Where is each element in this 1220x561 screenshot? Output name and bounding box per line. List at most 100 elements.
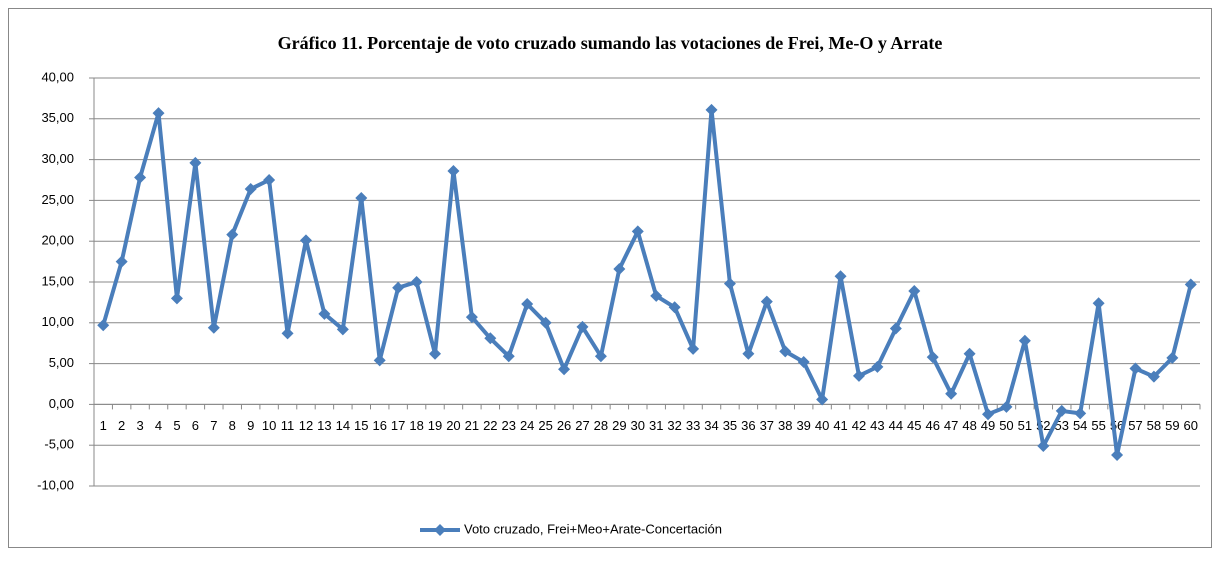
data-point [539,316,552,329]
x-tick-label: 14 [336,418,350,433]
data-point [97,319,110,332]
data-point [226,228,239,241]
data-point [189,156,202,169]
data-point [484,332,497,345]
x-tick-label: 29 [612,418,626,433]
data-point [613,262,626,275]
data-point [447,165,460,178]
data-point [1037,440,1050,453]
x-tick-label: 30 [631,418,645,433]
data-point [797,355,810,368]
data-point [668,301,681,314]
data-point [687,342,700,355]
data-point [1074,407,1087,420]
y-tick-label: 40,00 [41,69,74,84]
data-point [1129,362,1142,375]
data-point [742,347,755,360]
y-tick-label: 30,00 [41,151,74,166]
data-point [263,174,276,186]
data-point [207,321,220,334]
data-point [134,171,147,184]
x-tick-label: 47 [944,418,958,433]
data-point [982,408,995,421]
legend-label: Voto cruzado, Frei+Meo+Arate-Concertació… [464,521,722,536]
data-point [1111,448,1124,461]
data-point [465,311,478,324]
data-point [392,281,405,294]
legend-marker [434,524,446,536]
data-point [926,351,939,364]
data-point [760,295,773,308]
x-tick-label: 18 [409,418,423,433]
data-point [1147,370,1160,383]
x-tick-label: 5 [173,418,180,433]
data-point [779,345,792,358]
x-tick-label: 40 [815,418,829,433]
x-tick-label: 22 [483,418,497,433]
data-point [336,323,349,336]
data-point [1055,404,1068,417]
data-line [101,107,1193,457]
x-tick-label: 42 [852,418,866,433]
x-tick-label: 33 [686,418,700,433]
data-point [115,255,128,268]
x-tick-label: 23 [502,418,516,433]
x-tick-label: 12 [299,418,313,433]
x-tick-label: 41 [833,418,847,433]
data-point [1184,278,1197,291]
x-tick-label: 54 [1073,418,1087,433]
x-tick-label: 24 [520,418,534,433]
x-tick-label: 9 [247,418,254,433]
data-point [723,277,736,290]
x-tick-label: 3 [136,418,143,433]
x-tick-label: 27 [575,418,589,433]
data-point [594,350,607,363]
x-tick-label: 50 [999,418,1013,433]
x-tick-label: 2 [118,418,125,433]
x-tick-label: 60 [1184,418,1198,433]
x-tick-label: 11 [281,418,295,433]
x-tick-label: 6 [192,418,199,433]
data-point [705,103,718,116]
data-point [521,298,534,311]
x-tick-label: 37 [760,418,774,433]
data-point [410,276,423,288]
x-tick-label: 36 [741,418,755,433]
x-tick-label: 15 [354,418,368,433]
data-point [373,354,386,367]
data-point [834,270,847,283]
data-point [355,191,368,204]
chart-title: Gráfico 11. Porcentaje de voto cruzado s… [278,33,943,53]
x-tick-label: 31 [649,418,663,433]
y-tick-label: -10,00 [37,477,74,492]
data-point [152,107,165,120]
x-tick-label: 28 [594,418,608,433]
x-tick-label: 26 [557,418,571,433]
data-point [576,320,589,333]
data-point [244,182,257,195]
data-point [502,350,515,363]
x-tick-label: 39 [796,418,810,433]
x-tick-label: 55 [1091,418,1105,433]
data-point [963,347,976,360]
y-tick-label: 25,00 [41,192,74,207]
data-point [650,289,663,302]
y-tick-label: 35,00 [41,110,74,125]
x-tick-label: 10 [262,418,276,433]
x-tick-label: 45 [907,418,921,433]
x-tick-label: 46 [925,418,939,433]
y-tick-label: 15,00 [41,273,74,288]
data-point [871,360,884,373]
x-tick-label: 44 [889,418,903,433]
x-tick-label: 1 [100,418,107,433]
x-tick-label: 34 [704,418,718,433]
data-point [1000,400,1013,413]
x-tick-label: 8 [229,418,236,433]
data-point [281,327,294,340]
data-point [908,284,921,297]
x-tick-label: 4 [155,418,162,433]
x-tick-label: 32 [667,418,681,433]
data-point [1092,297,1105,310]
x-tick-label: 49 [981,418,995,433]
data-point [429,347,442,360]
